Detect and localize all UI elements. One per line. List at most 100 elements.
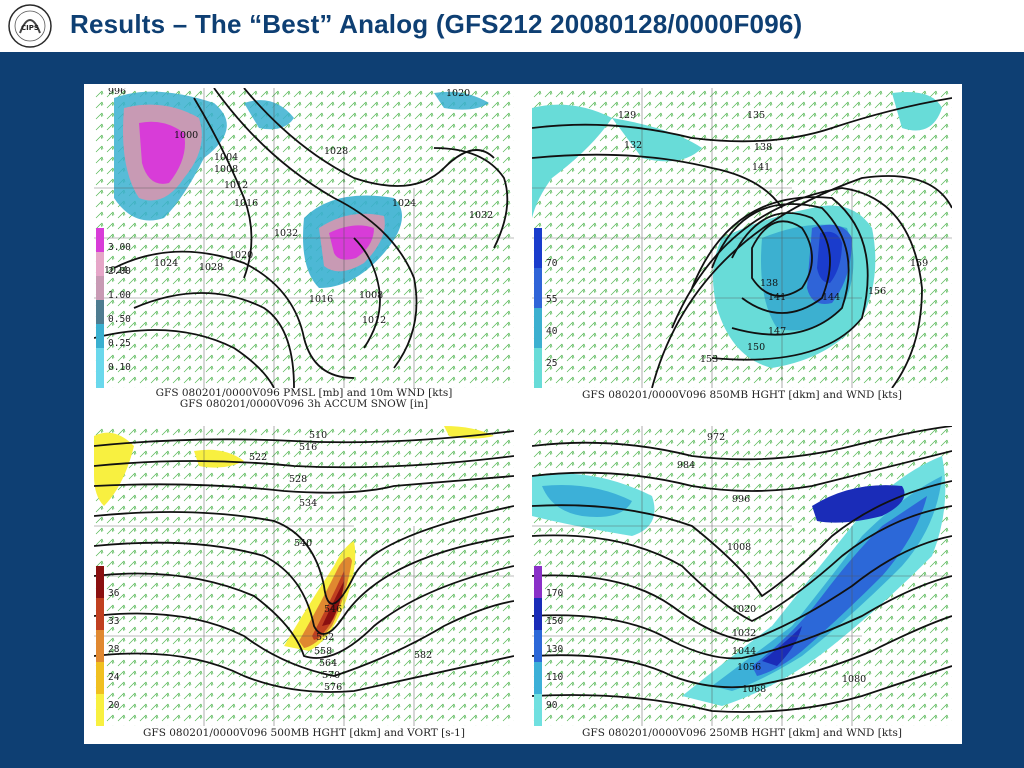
scale-label: 150 (546, 616, 564, 627)
svg-text:153: 153 (700, 354, 718, 365)
panel-caption: GFS 080201/0000V096 500MB HGHT [dkm] and… (143, 727, 465, 739)
scale-label: 0.10 (108, 362, 131, 373)
scale-label: 24 (108, 672, 120, 683)
scale-label: 20 (108, 700, 120, 711)
svg-text:516: 516 (299, 442, 317, 453)
panel-caption: GFS 080201/0000V096 PMSL [mb] and 10m WN… (155, 387, 453, 399)
svg-text:564: 564 (319, 658, 337, 669)
scale-swatch (534, 630, 542, 662)
panel-caption: GFS 080201/0000V096 850MB HGHT [dkm] and… (582, 389, 902, 401)
scale-swatch (534, 694, 542, 726)
panel-caption: GFS 080201/0000V096 3h ACCUM SNOW [in] (179, 398, 429, 410)
pmsl-snow-map: 996 1020 1000 1004 1008 1012 1016 1020 1… (94, 88, 514, 388)
svg-text:1056: 1056 (737, 662, 761, 673)
scale-swatch (96, 694, 104, 726)
scale-label: 130 (546, 644, 564, 655)
panel-pmsl-snow: 996 1020 1000 1004 1008 1012 1016 1020 1… (94, 88, 514, 410)
svg-text:1008: 1008 (214, 164, 238, 175)
svg-text:1020: 1020 (732, 604, 756, 615)
title-bar: CIPS Results – The “Best” Analog (GFS212… (0, 0, 1024, 55)
scale-label: 25 (546, 358, 558, 369)
svg-text:159: 159 (910, 258, 928, 269)
panel-850-hght-wnd: 129 135 132 138 141 138 144 141 147 150 … (532, 88, 952, 404)
scale-swatch (534, 228, 542, 268)
wind-color-scale: 70 55 40 25 (534, 228, 557, 388)
figure-area: 996 1020 1000 1004 1008 1012 1016 1020 1… (84, 84, 962, 744)
scale-swatch (534, 308, 542, 348)
svg-text:1032: 1032 (274, 228, 298, 239)
svg-text:141: 141 (752, 162, 770, 173)
scale-label: 55 (546, 294, 558, 305)
panel-250-hght-wnd: 972 984 996 1008 1020 1032 1044 1056 106… (532, 426, 952, 742)
svg-text:582: 582 (414, 650, 432, 661)
svg-text:522: 522 (249, 452, 267, 463)
svg-text:528: 528 (289, 474, 307, 485)
svg-text:1024: 1024 (104, 265, 128, 276)
panel-500-hght-vort: 510 516 522 528 534 540 546 552 558 564 … (94, 426, 514, 742)
svg-text:138: 138 (754, 142, 772, 153)
svg-text:996: 996 (732, 494, 750, 505)
svg-text:144: 144 (822, 292, 840, 303)
svg-text:558: 558 (314, 646, 332, 657)
jet-color-scale: 170 150 130 110 90 (534, 566, 563, 726)
svg-text:1080: 1080 (842, 674, 866, 685)
svg-text:1024: 1024 (154, 258, 178, 269)
svg-text:546: 546 (324, 604, 342, 615)
svg-text:1028: 1028 (199, 262, 223, 273)
svg-text:1012: 1012 (224, 180, 248, 191)
250-hght-map: 972 984 996 1008 1020 1032 1044 1056 106… (532, 426, 952, 726)
scale-label: 70 (546, 258, 558, 269)
vort-color-scale: 36 33 28 24 20 (96, 566, 119, 726)
svg-text:510: 510 (309, 430, 327, 441)
panel-caption: GFS 080201/0000V096 250MB HGHT [dkm] and… (582, 727, 902, 739)
svg-text:1032: 1032 (732, 628, 756, 639)
scale-label: 0.50 (108, 314, 131, 325)
svg-text:1016: 1016 (309, 294, 333, 305)
scale-swatch (96, 348, 104, 388)
scale-swatch (534, 566, 542, 598)
scale-swatch (96, 228, 104, 252)
svg-text:135: 135 (747, 110, 765, 121)
scale-swatch (534, 348, 542, 388)
scale-swatch (96, 662, 104, 694)
svg-text:996: 996 (108, 88, 126, 97)
scale-label: 3.00 (108, 242, 131, 253)
scale-label: 170 (546, 588, 564, 599)
svg-text:156: 156 (868, 286, 886, 297)
scale-label: 2.00 (108, 266, 131, 277)
svg-text:576: 576 (324, 682, 342, 693)
scale-label: 1.00 (108, 290, 131, 301)
scale-swatch (534, 598, 542, 630)
svg-text:972: 972 (707, 432, 725, 443)
svg-text:540: 540 (294, 538, 312, 549)
svg-text:1016: 1016 (234, 198, 258, 209)
scale-label: 28 (108, 644, 120, 655)
scale-swatch (96, 566, 104, 598)
snow-color-scale: 3.00 2.00 1.00 0.50 0.25 0.10 (96, 228, 131, 388)
svg-text:147: 147 (768, 326, 786, 337)
scale-swatch (534, 662, 542, 694)
svg-text:138: 138 (760, 278, 778, 289)
svg-text:1000: 1000 (174, 130, 198, 141)
svg-text:1028: 1028 (324, 146, 348, 157)
svg-text:1012: 1012 (362, 315, 386, 326)
svg-text:1008: 1008 (727, 542, 751, 553)
slide-title: Results – The “Best” Analog (GFS212 2008… (70, 9, 803, 39)
svg-text:CIPS: CIPS (21, 24, 39, 32)
scale-swatch (96, 252, 104, 276)
svg-text:1008: 1008 (359, 290, 383, 301)
scale-label: 36 (108, 588, 120, 599)
scale-label: 33 (108, 616, 120, 627)
scale-label: 110 (546, 672, 564, 683)
svg-text:1020: 1020 (229, 250, 253, 261)
svg-text:141: 141 (768, 292, 786, 303)
svg-text:1004: 1004 (214, 152, 238, 163)
cips-logo: CIPS (8, 4, 52, 48)
svg-text:129: 129 (618, 110, 636, 121)
scale-swatch (96, 598, 104, 630)
850-hght-map: 129 135 132 138 141 138 144 141 147 150 … (532, 88, 952, 388)
svg-text:1068: 1068 (742, 684, 766, 695)
scale-swatch (96, 276, 104, 300)
scale-swatch (534, 268, 542, 308)
scale-label: 0.25 (108, 338, 131, 349)
